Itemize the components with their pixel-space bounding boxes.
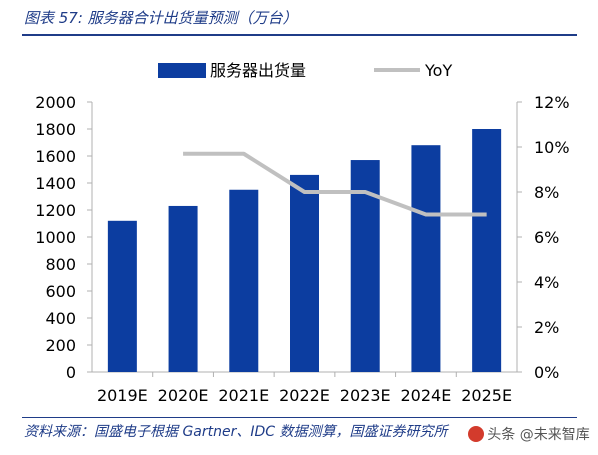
figure-title: 图表 57: 服务器合计出货量预测（万台） — [24, 9, 298, 27]
x-tick-label: 2022E — [279, 386, 330, 405]
x-tick-label: 2020E — [158, 386, 209, 405]
watermark-logo-icon — [468, 426, 485, 442]
x-tick-label: 2021E — [218, 386, 269, 405]
left-tick-label: 2000 — [35, 93, 76, 112]
legend-label-bar: 服务器出货量 — [210, 61, 306, 80]
legend-label-line: YoY — [424, 61, 452, 80]
left-tick-label: 400 — [45, 309, 76, 328]
left-tick-label: 1200 — [35, 201, 76, 220]
x-tick-label: 2023E — [340, 386, 391, 405]
left-tick-label: 200 — [45, 336, 76, 355]
right-tick-label: 4% — [534, 273, 559, 292]
bar — [472, 129, 502, 372]
right-tick-label: 10% — [534, 138, 570, 157]
left-tick-label: 0 — [66, 363, 76, 382]
yoy-line-series — [183, 151, 487, 217]
right-tick-label: 2% — [534, 318, 559, 337]
right-tick-label: 8% — [534, 183, 559, 202]
x-tick-label: 2025E — [461, 386, 512, 405]
right-tick-label: 0% — [534, 363, 559, 382]
bar — [290, 174, 319, 372]
bar — [411, 145, 441, 372]
right-tick-label: 12% — [534, 93, 570, 112]
left-tick-label: 1600 — [35, 147, 76, 166]
watermark: 头条 @未来智库 — [464, 422, 594, 448]
source-rule — [22, 417, 577, 418]
left-tick-label: 600 — [45, 282, 76, 301]
chart-legend: 服务器出货量 YoY — [158, 61, 452, 80]
title-rule — [22, 34, 577, 36]
bar — [168, 205, 198, 372]
left-tick-label: 1000 — [35, 228, 76, 247]
bar-series — [107, 129, 502, 372]
yoy-line — [183, 151, 487, 217]
watermark-text: 头条 @未来智库 — [487, 427, 590, 443]
left-tick-label: 1800 — [35, 120, 76, 139]
x-tick-label: 2019E — [97, 386, 148, 405]
x-tick-label: 2024E — [401, 386, 452, 405]
source-note: 资料来源：国盛电子根据 Gartner、IDC 数据测算，国盛证券研究所 — [24, 424, 448, 440]
legend-swatch-bar — [158, 63, 206, 78]
chart-axes: 0 200 400 600 800 1000 1200 1400 1600 1800 2000 0% 2… — [35, 93, 569, 405]
right-tick-label: 6% — [534, 228, 559, 247]
bar — [229, 189, 259, 372]
left-tick-label: 800 — [45, 255, 76, 274]
left-tick-label: 1400 — [35, 174, 76, 193]
bar — [107, 220, 137, 372]
